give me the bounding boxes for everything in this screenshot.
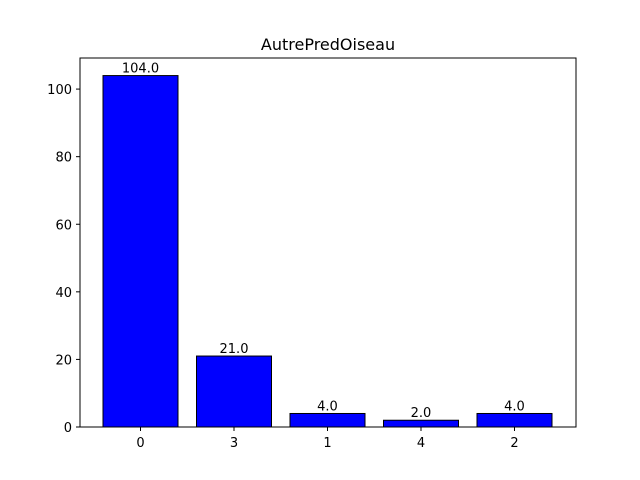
x-tick-label-1: 1 bbox=[323, 436, 331, 451]
x-tick-label-3: 3 bbox=[230, 436, 238, 451]
data-label-1: 4.0 bbox=[317, 399, 338, 414]
data-labels-layer: 104.0 21.0 4.0 2.0 4.0 bbox=[122, 62, 525, 422]
y-tick-label-0: 0 bbox=[64, 421, 72, 436]
bar-4 bbox=[383, 419, 459, 428]
data-label-0: 104.0 bbox=[122, 62, 159, 77]
chart-title: AutrePredOiseau bbox=[261, 35, 395, 54]
bar-1 bbox=[289, 412, 366, 428]
bars-layer bbox=[102, 75, 553, 428]
data-label-3: 21.0 bbox=[220, 342, 249, 357]
x-tick-label-2: 2 bbox=[510, 436, 518, 451]
bar-0 bbox=[102, 75, 179, 428]
data-label-2: 4.0 bbox=[504, 399, 525, 414]
y-axis: 0 20 40 60 80 100 bbox=[47, 83, 80, 436]
y-tick-label-100: 100 bbox=[47, 83, 72, 98]
x-tick-label-4: 4 bbox=[417, 436, 425, 451]
x-tick-label-0: 0 bbox=[136, 436, 144, 451]
data-label-4: 2.0 bbox=[411, 406, 432, 421]
y-tick-label-60: 60 bbox=[55, 218, 72, 233]
bar-2 bbox=[476, 412, 553, 428]
y-tick-label-40: 40 bbox=[55, 286, 72, 301]
y-tick-label-80: 80 bbox=[55, 151, 72, 166]
x-axis: 0 3 1 4 2 bbox=[136, 427, 519, 451]
bar-3 bbox=[196, 355, 272, 428]
y-tick-label-20: 20 bbox=[55, 353, 72, 368]
axes-frame bbox=[79, 57, 577, 428]
